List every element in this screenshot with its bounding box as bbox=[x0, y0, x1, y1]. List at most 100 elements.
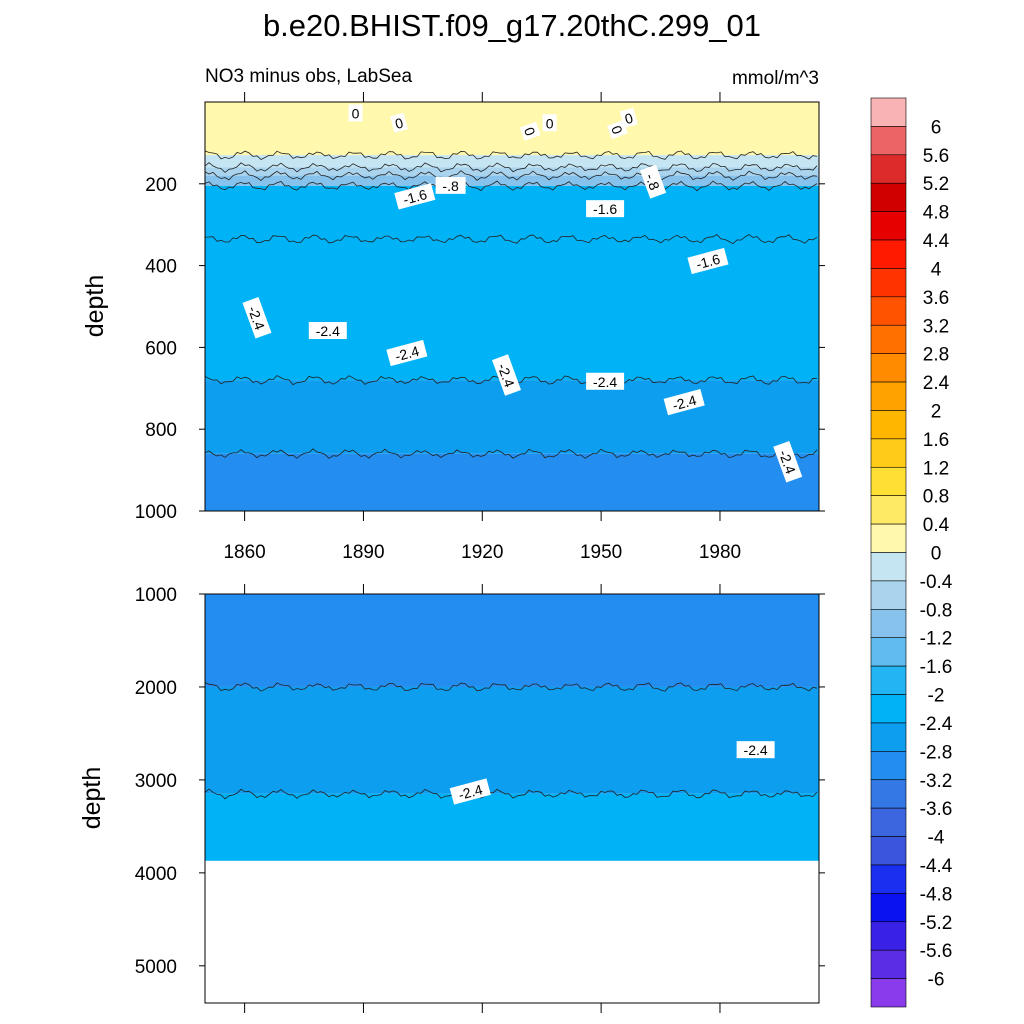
colorbar-label: -4.4 bbox=[920, 856, 953, 877]
colorbar-box bbox=[870, 353, 907, 383]
colorbar-box bbox=[870, 751, 907, 781]
contour-label-box bbox=[619, 107, 638, 128]
top-x-axis: 1860 1890 1920 1950 1980 bbox=[223, 92, 741, 563]
contour-label: -2.4 bbox=[586, 372, 625, 390]
contour-label-box bbox=[519, 121, 541, 141]
contour-label-text: -.8 bbox=[442, 178, 459, 194]
contour-label: 0 bbox=[348, 104, 363, 122]
colorbar-label: 0.4 bbox=[923, 515, 950, 536]
colorbar-label: 4 bbox=[931, 259, 942, 280]
bottom-panel: -2.4 -2.4 1000 2000 3000 4000 5000 depth bbox=[78, 584, 825, 1013]
contour-label: -2.4 bbox=[736, 741, 775, 759]
y-tick-label: 600 bbox=[145, 338, 177, 359]
contour-label-text: 0 bbox=[393, 114, 405, 132]
y-tick-label: 200 bbox=[145, 175, 177, 196]
contour-label-text: -2.4 bbox=[776, 448, 799, 476]
top-y-axis: 200 400 600 800 1000 bbox=[135, 175, 825, 523]
contour-label: -1.6 bbox=[394, 183, 436, 210]
contour-label-box bbox=[542, 114, 557, 132]
colorbar-box bbox=[870, 779, 907, 809]
bottom-y-axis: 1000 2000 3000 4000 5000 bbox=[135, 585, 825, 978]
contour-line bbox=[205, 170, 818, 182]
contour-label-text: -1.6 bbox=[593, 201, 617, 217]
contour-label: -2.4 bbox=[773, 440, 803, 483]
colorbar-label: 0 bbox=[931, 544, 942, 565]
colorbar-box bbox=[870, 836, 907, 866]
colorbar-label: -5.6 bbox=[920, 941, 953, 962]
colorbar-label: -2.8 bbox=[920, 742, 953, 763]
contour-band bbox=[205, 185, 819, 240]
colorbar-box bbox=[870, 211, 907, 241]
colorbar-box bbox=[870, 949, 907, 979]
contour-band bbox=[205, 175, 819, 186]
bottom-y-axis-label: depth bbox=[78, 767, 106, 830]
contour-label-box bbox=[386, 339, 428, 367]
contour-label-text: -1.6 bbox=[401, 186, 429, 208]
contour-line bbox=[205, 162, 818, 173]
contour-label: 0 bbox=[390, 112, 408, 133]
contour-line bbox=[205, 180, 818, 192]
colorbar-label: 2.4 bbox=[923, 373, 950, 394]
colorbar-label: -2.4 bbox=[920, 714, 953, 735]
colorbar-box bbox=[870, 97, 907, 127]
x-tick-label: 1890 bbox=[342, 542, 384, 563]
colorbar-label: 3.6 bbox=[923, 288, 949, 309]
contour-label: 0 bbox=[619, 107, 638, 128]
colorbar-label: 5.6 bbox=[923, 146, 949, 167]
x-tick-label: 1950 bbox=[580, 542, 622, 563]
contour-label-box bbox=[348, 104, 363, 122]
contour-label: -.8 bbox=[639, 164, 667, 199]
colorbar-box bbox=[870, 694, 907, 724]
colorbar-box bbox=[870, 609, 907, 639]
y-tick-label: 400 bbox=[145, 257, 177, 278]
contour-label-box bbox=[639, 164, 667, 199]
contour-label-text: 0 bbox=[546, 115, 554, 131]
contour-band bbox=[205, 594, 819, 687]
colorbar-label: 1.6 bbox=[923, 430, 949, 451]
contour-label-box bbox=[308, 322, 347, 340]
contour-label-box bbox=[607, 120, 628, 140]
contour-label-text: -2.4 bbox=[671, 392, 699, 414]
colorbar-label: -6 bbox=[928, 970, 945, 991]
contour-label: -2.4 bbox=[242, 297, 272, 339]
colorbar-box bbox=[870, 864, 907, 894]
colorbar-label: 4.8 bbox=[923, 203, 949, 224]
colorbar-box bbox=[870, 921, 907, 951]
contour-label-text: 0 bbox=[623, 110, 635, 128]
contour-label: -2.4 bbox=[663, 389, 705, 416]
contour-line bbox=[205, 682, 818, 692]
contour-label-box bbox=[435, 176, 466, 194]
contour-label-box bbox=[773, 440, 803, 483]
colorbar: 6 5.6 5.2 4.8 4.4 4 3.6 3.2 2.8 2.4 2 1.6 1.2 0.8 0.4 0… bbox=[870, 97, 953, 1008]
colorbar-label: -1.2 bbox=[920, 629, 953, 650]
y-tick-label: 1000 bbox=[135, 502, 177, 523]
contour-band bbox=[205, 686, 819, 794]
colorbar-label: -0.4 bbox=[920, 572, 953, 593]
chart-title: b.e20.BHIST.f09_g17.20thC.299_01 bbox=[263, 8, 761, 43]
y-tick-label: 5000 bbox=[135, 957, 177, 978]
colorbar-label: -3.2 bbox=[920, 771, 953, 792]
contour-label: -1.6 bbox=[687, 247, 729, 275]
subtitle-left: NO3 minus obs, LabSea bbox=[205, 66, 412, 87]
contour-label-box bbox=[449, 778, 491, 805]
colorbar-box bbox=[870, 410, 907, 440]
contour-line bbox=[205, 788, 818, 800]
colorbar-label: -4.8 bbox=[920, 884, 953, 905]
x-tick-label: 1920 bbox=[461, 542, 503, 563]
colorbar-box bbox=[870, 381, 907, 411]
colorbar-box bbox=[870, 438, 907, 468]
colorbar-label: -2 bbox=[928, 686, 945, 707]
contour-label-box bbox=[394, 183, 436, 210]
contour-band bbox=[205, 167, 819, 176]
colorbar-box bbox=[870, 665, 907, 695]
contour-label: -.8 bbox=[435, 176, 466, 194]
y-tick-label: 2000 bbox=[135, 678, 177, 699]
colorbar-label: 2 bbox=[931, 401, 942, 422]
colorbar-box bbox=[870, 523, 907, 553]
colorbar-label: 3.2 bbox=[923, 316, 949, 337]
contour-label-text: -2.4 bbox=[245, 304, 268, 332]
colorbar-label: -3.6 bbox=[920, 799, 953, 820]
contour-label-text: -2.4 bbox=[316, 323, 340, 339]
contour-label-box bbox=[390, 112, 408, 133]
bottom-panel-fill bbox=[205, 594, 819, 861]
